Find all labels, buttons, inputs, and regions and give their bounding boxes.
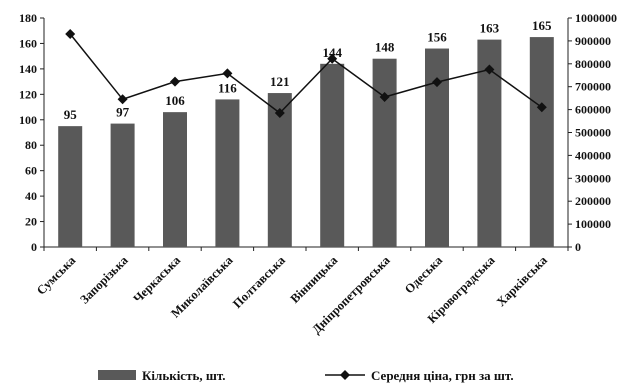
legend-line-marker bbox=[340, 370, 350, 380]
bars bbox=[58, 37, 554, 248]
bar-data-label: 97 bbox=[116, 105, 130, 120]
y-left-tick-label: 20 bbox=[25, 215, 37, 229]
category-label: Сумська bbox=[34, 253, 79, 298]
y-left-tick-label: 0 bbox=[31, 240, 37, 254]
price-point bbox=[222, 68, 233, 79]
bar bbox=[110, 123, 135, 247]
bar bbox=[215, 99, 240, 247]
bar-data-label: 106 bbox=[165, 93, 185, 108]
bar bbox=[163, 112, 187, 248]
price-point bbox=[379, 92, 390, 103]
y-left-tick-label: 120 bbox=[19, 87, 37, 101]
y-right-tick-label: 900000 bbox=[575, 34, 611, 48]
category-label: Черкаська bbox=[131, 253, 184, 306]
bar-data-label: 148 bbox=[375, 40, 395, 55]
price-point bbox=[484, 64, 495, 75]
price-point bbox=[327, 53, 338, 64]
y-right-tick-label: 400000 bbox=[575, 148, 611, 162]
price-line bbox=[69, 33, 543, 115]
y-right-tick-label: 700000 bbox=[575, 80, 611, 94]
category-label: Полтавська bbox=[230, 253, 288, 311]
bar bbox=[267, 93, 292, 247]
bar-data-labels: 95 97 106 116 121 144 148 156 163 165 bbox=[64, 18, 552, 122]
bar-data-label: 165 bbox=[532, 18, 552, 33]
bar-data-label: 95 bbox=[64, 107, 78, 122]
y-left-tick-label: 180 bbox=[19, 11, 37, 25]
bar-data-label: 144 bbox=[322, 45, 342, 60]
price-line-series bbox=[65, 29, 547, 119]
category-label: Запорізька bbox=[77, 253, 131, 307]
bar-data-label: 121 bbox=[270, 74, 290, 89]
category-label: Одеська bbox=[402, 253, 446, 297]
price-point bbox=[65, 29, 76, 40]
y-right-tick-label: 800000 bbox=[575, 57, 611, 71]
y-left-tick-label: 60 bbox=[25, 164, 37, 178]
y-left-tick-label: 140 bbox=[19, 62, 37, 76]
y-left-tick-label: 40 bbox=[25, 189, 37, 203]
bar bbox=[529, 37, 554, 248]
y-right-tick-label: 600000 bbox=[575, 103, 611, 117]
legend-bar-label: Кількість, шт. bbox=[142, 368, 225, 383]
price-point bbox=[274, 108, 285, 119]
y-right-tick-label: 300000 bbox=[575, 171, 611, 185]
y-left-tick-label: 100 bbox=[19, 113, 37, 127]
y-left-tick-label: 160 bbox=[19, 36, 37, 50]
category-labels: Сумська Запорізька ЧеркаськаМиколаївськаПо… bbox=[34, 253, 550, 337]
legend-line-label: Середня ціна, грн за шт. bbox=[371, 368, 514, 383]
y-left-tick-label: 80 bbox=[25, 138, 37, 152]
y-right-tick-label: 0 bbox=[575, 240, 581, 254]
price-point bbox=[117, 94, 128, 105]
bar-data-label: 156 bbox=[427, 30, 447, 45]
bar-data-label: 163 bbox=[480, 21, 500, 36]
y-right-tick-label: 1000000 bbox=[575, 11, 617, 25]
legend: Кількість, шт. Середня ціна, грн за шт. bbox=[98, 368, 514, 383]
bar bbox=[372, 58, 397, 247]
legend-bar-swatch bbox=[98, 370, 136, 380]
y-right-tick-label: 100000 bbox=[575, 217, 611, 231]
price-point bbox=[170, 76, 180, 87]
category-label: Харківська bbox=[494, 253, 551, 310]
bar bbox=[320, 63, 345, 247]
y-right-tick-label: 500000 bbox=[575, 126, 611, 140]
price-point bbox=[536, 102, 547, 113]
y-right-tick-label: 200000 bbox=[575, 194, 611, 208]
bar-data-label: 116 bbox=[218, 80, 237, 95]
price-point bbox=[432, 77, 442, 88]
category-label: Вінницька bbox=[288, 253, 341, 306]
bar bbox=[58, 126, 83, 247]
axes: 0 20 40 60 80 100 120 140 160 180 0 100000 200000 300… bbox=[19, 11, 617, 254]
